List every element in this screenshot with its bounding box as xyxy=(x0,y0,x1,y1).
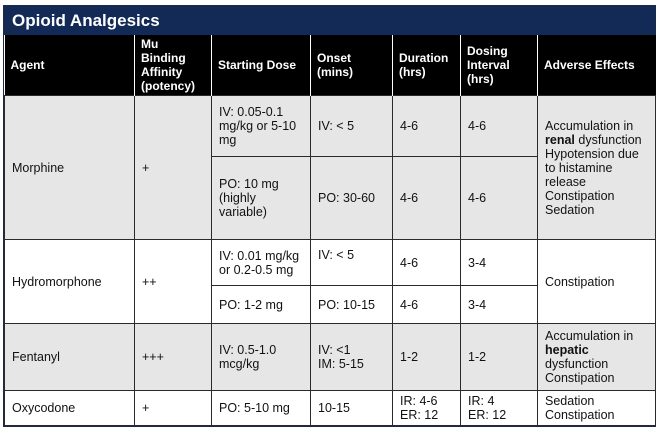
morphine-iv-duration: 4-6 xyxy=(392,95,461,157)
header-duration: Duration (hrs) xyxy=(392,35,461,96)
hydromorphone-po-interval: 3-4 xyxy=(460,285,538,324)
fentanyl-duration: 1-2 xyxy=(392,323,461,391)
header-row: Agent Mu Binding Affinity (potency) Star… xyxy=(4,35,656,96)
oxycodone-affinity: + xyxy=(134,390,212,426)
oxycodone-duration: IR: 4-6 ER: 12 xyxy=(392,390,461,426)
table-row: Morphine + IV: 0.05-0.1 mg/kg or 5-10 mg… xyxy=(4,95,656,240)
fentanyl-dose: IV: 0.5-1.0 mcg/kg xyxy=(211,323,311,391)
morphine-iv-onset: IV: < 5 xyxy=(310,95,393,157)
morphine-iv-interval: 4-6 xyxy=(460,95,538,157)
hydromorphone-po-duration: 4-6 xyxy=(392,285,461,324)
morphine-affinity: + xyxy=(134,95,212,240)
hydromorphone-affinity: ++ xyxy=(134,239,212,324)
fentanyl-interval: 1-2 xyxy=(460,323,538,391)
hydromorphone-iv-onset: IV: < 5 xyxy=(310,239,393,286)
morphine-adverse: Accumulation in renal dysfunction Hypoten… xyxy=(537,95,656,240)
fentanyl-affinity: +++ xyxy=(134,323,212,391)
oxycodone-agent: Oxycodone xyxy=(4,390,135,426)
fentanyl-onset: IV: <1 IM: 5-15 xyxy=(310,323,393,391)
header-interval: Dosing Interval (hrs) xyxy=(460,35,538,96)
hydromorphone-agent: Hydromorphone xyxy=(4,239,135,324)
table-row: PO: 10 mg (highly variable) PO: 30-60 4-… xyxy=(5,156,656,240)
morphine-iv-dose: IV: 0.05-0.1 mg/kg or 5-10 mg xyxy=(211,95,311,157)
hydromorphone-po-onset: PO: 10-15 xyxy=(310,285,393,324)
header-dose: Starting Dose xyxy=(211,35,311,96)
oxycodone-adverse: Sedation Constipation xyxy=(537,390,656,426)
header-affinity: Mu Binding Affinity (potency) xyxy=(134,35,212,96)
oxycodone-onset: 10-15 xyxy=(310,390,393,426)
table-row: Oxycodone + PO: 5-10 mg 10-15 IR: 4-6 ER:… xyxy=(4,390,656,426)
fentanyl-adverse: Accumulation in hepatic dysfunction Const… xyxy=(537,323,656,391)
table-row: Fentanyl +++ IV: 0.5-1.0 mcg/kg IV: <1 IM… xyxy=(4,323,656,391)
table-row: Hydromorphone ++ IV: 0.01 mg/kg or 0.2-0.… xyxy=(4,239,656,324)
opioid-table: Agent Mu Binding Affinity (potency) Star… xyxy=(4,35,656,426)
morphine-po-dose: PO: 10 mg (highly variable) xyxy=(211,156,311,240)
header-agent: Agent xyxy=(4,35,135,96)
oxycodone-interval: IR: 4 ER: 12 xyxy=(460,390,538,426)
fentanyl-agent: Fentanyl xyxy=(4,323,135,391)
morphine-po-interval: 4-6 xyxy=(460,156,538,240)
header-onset: Onset (mins) xyxy=(310,35,393,96)
hydromorphone-iv-dose: IV: 0.01 mg/kg or 0.2-0.5 mg xyxy=(211,239,311,286)
hydromorphone-adverse: Constipation xyxy=(537,239,656,324)
hydromorphone-po-dose: PO: 1-2 mg xyxy=(211,285,311,324)
hydromorphone-iv-interval: 3-4 xyxy=(460,239,538,286)
morphine-po-onset: PO: 30-60 xyxy=(310,156,393,240)
table-row: PO: 1-2 mg PO: 10-15 4-6 3-4 xyxy=(5,285,656,324)
hydromorphone-iv-duration: 4-6 xyxy=(392,239,461,286)
opioid-table-container: Opioid Analgesics Agent Mu Binding Affin… xyxy=(3,5,656,427)
morphine-agent: Morphine xyxy=(4,95,135,240)
table-title: Opioid Analgesics xyxy=(4,6,655,35)
header-adverse: Adverse Effects xyxy=(537,35,656,96)
oxycodone-dose: PO: 5-10 mg xyxy=(211,390,311,426)
morphine-po-duration: 4-6 xyxy=(392,156,461,240)
